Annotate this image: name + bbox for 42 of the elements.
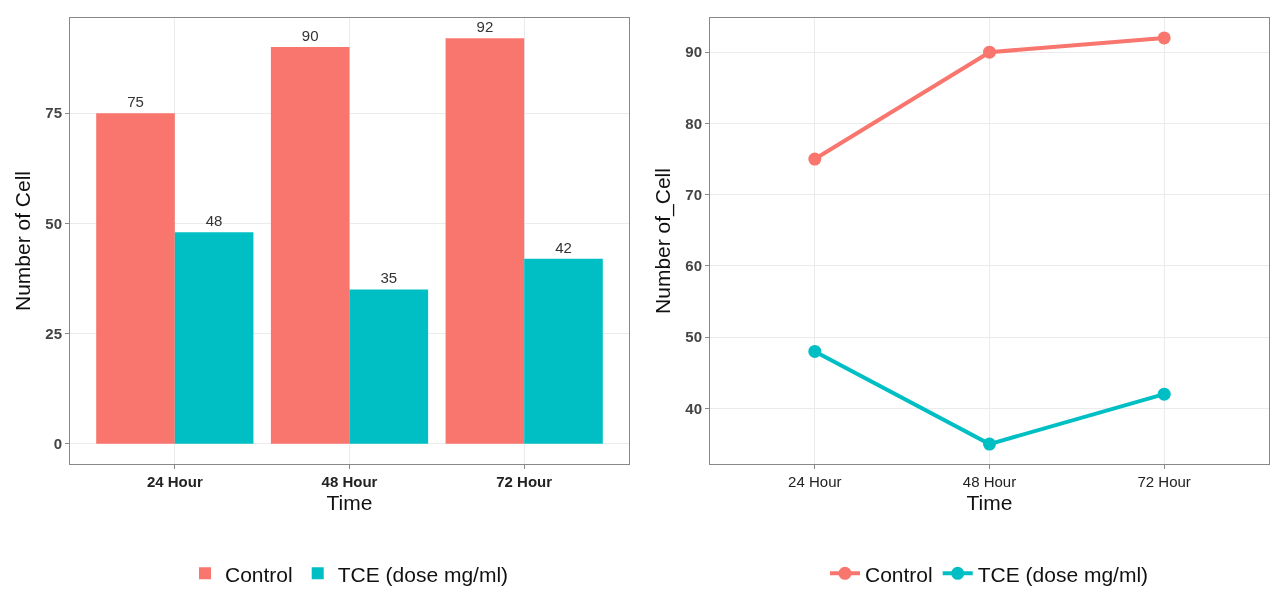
x-tick-label: 24 Hour xyxy=(146,473,203,490)
y-tick-label: 70 xyxy=(685,185,702,203)
point xyxy=(983,437,996,451)
x-tick-label: 72 Hour xyxy=(496,473,553,490)
y-tick-label: 75 xyxy=(45,104,62,122)
legend-label: TCE (dose mg/ml) xyxy=(337,562,509,586)
data-label: 92 xyxy=(476,18,494,36)
y-tick-label: 40 xyxy=(685,399,702,417)
x-axis-title: Time xyxy=(326,491,373,515)
data-label: 48 xyxy=(205,212,223,230)
y-tick-label: 50 xyxy=(45,214,62,232)
point xyxy=(1157,387,1171,401)
y-tick-label: 90 xyxy=(685,43,702,61)
y-tick-label: 0 xyxy=(53,434,62,452)
y-tick-label: 50 xyxy=(685,328,702,346)
bar xyxy=(96,113,175,444)
bar xyxy=(349,289,429,444)
y-axis-title: Number of_Cell xyxy=(651,168,676,314)
point xyxy=(808,344,822,358)
data-label: 90 xyxy=(301,27,319,45)
data-label: 42 xyxy=(555,238,572,256)
x-tick-label: 24 Hour xyxy=(788,473,842,490)
bar xyxy=(174,232,254,444)
bar xyxy=(445,38,525,444)
x-tick-label: 48 Hour xyxy=(321,473,378,490)
x-axis-title: Time xyxy=(966,491,1013,515)
legend-label: TCE (dose mg/ml) xyxy=(977,562,1149,586)
point xyxy=(983,45,996,59)
legend-label: Control xyxy=(865,562,933,586)
bar xyxy=(524,258,603,444)
y-axis-title: Number of Cell xyxy=(11,170,35,312)
data-label: 75 xyxy=(127,93,144,111)
bar xyxy=(270,47,350,444)
x-tick-label: 48 Hour xyxy=(962,473,1017,490)
point xyxy=(808,152,822,166)
y-tick-label: 60 xyxy=(685,257,702,275)
y-tick-label: 25 xyxy=(45,324,62,342)
data-label: 35 xyxy=(380,269,398,287)
x-tick-label: 72 Hour xyxy=(1137,473,1191,490)
legend-label: Control xyxy=(225,562,293,586)
point xyxy=(1157,31,1171,45)
y-tick-label: 80 xyxy=(685,114,702,132)
